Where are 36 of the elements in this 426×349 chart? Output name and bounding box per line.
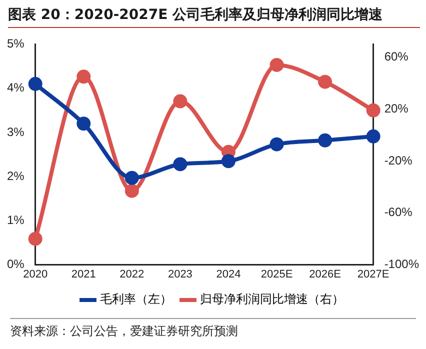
- point: [76, 116, 91, 131]
- point: [173, 94, 188, 108]
- x-tick-label: 2024: [216, 268, 241, 280]
- point: [173, 157, 188, 172]
- y-tick-label: 4%: [7, 80, 25, 95]
- point: [124, 184, 139, 198]
- point: [76, 70, 91, 84]
- x-tick-label: 2023: [168, 268, 192, 280]
- x-tick-label: 2026E: [309, 268, 341, 280]
- y-tick-label: 5%: [7, 36, 25, 51]
- y2-tick-label: -20%: [384, 153, 413, 168]
- legend-label: 毛利率（左）: [100, 292, 172, 306]
- y-tick-label: 1%: [7, 212, 25, 227]
- y-tick-label: 3%: [7, 124, 25, 139]
- point: [366, 103, 380, 118]
- point: [270, 58, 284, 72]
- y2-tick-label: 20%: [384, 101, 409, 116]
- text: 资料来源：公司公告，爱建证券研究所预测: [10, 318, 416, 340]
- legend-label: 归母净利润同比增速（右）: [200, 292, 344, 306]
- point: [221, 154, 236, 168]
- y-tick-label: 0%: [7, 257, 25, 272]
- point: [28, 232, 42, 246]
- x-tick-label: 2021: [71, 268, 96, 280]
- y-tick-label: 2%: [7, 168, 25, 183]
- x-tick-label: 2022: [120, 268, 144, 280]
- point: [318, 74, 332, 89]
- y2-tick-label: -60%: [384, 205, 413, 220]
- point: [366, 129, 380, 144]
- point: [28, 76, 42, 91]
- x-tick-label: 2020: [23, 268, 48, 280]
- x-tick-label: 2025E: [260, 268, 293, 280]
- point: [270, 137, 284, 152]
- chart-title: 图表 20：2020-2027E 公司毛利率及归母净利润同比增速: [8, 6, 420, 28]
- point: [124, 170, 139, 185]
- point: [318, 133, 332, 148]
- y2-tick-label: 60%: [384, 49, 409, 64]
